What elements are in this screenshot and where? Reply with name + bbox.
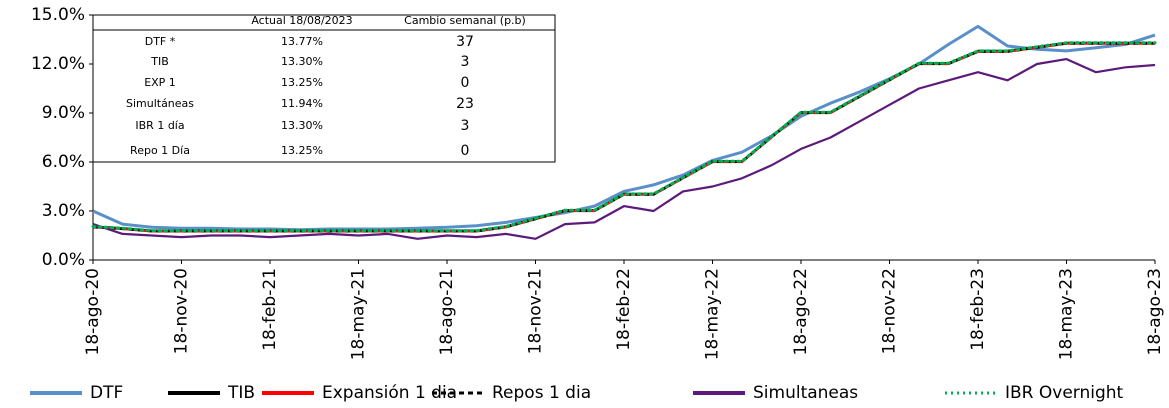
x-tick-label: 18-nov-22: [880, 268, 900, 354]
legend-label: Repos 1 dia: [492, 383, 591, 403]
table-cell: 23: [456, 96, 474, 112]
table-cell: 3: [461, 54, 470, 70]
x-tick-label: 18-ago-20: [83, 268, 103, 355]
x-tick-label: 18-nov-21: [526, 268, 546, 354]
table-cell: IBR 1 día: [135, 119, 184, 132]
table-cell: 3: [461, 118, 470, 134]
table-cell: 0: [461, 75, 470, 91]
y-tick-label: 15.0%: [31, 5, 85, 25]
table-header: Actual 18/08/2023: [251, 14, 352, 27]
y-tick-label: 6.0%: [42, 152, 85, 172]
table-header: Cambio semanal (p.b): [404, 14, 526, 27]
legend-label: TIB: [227, 383, 255, 403]
y-tick-label: 9.0%: [42, 103, 85, 123]
table-cell: 0: [461, 143, 470, 159]
x-tick-label: 18-may-22: [703, 268, 723, 360]
table-box: [92, 14, 556, 163]
x-tick-label: 18-feb-21: [260, 268, 280, 351]
table-cell: 37: [456, 34, 474, 50]
x-tick-label: 18-ago-23: [1145, 268, 1165, 355]
table-cell: DTF *: [145, 35, 176, 48]
x-tick-label: 18-nov-20: [172, 268, 192, 354]
legend-label: Expansión 1 dia: [322, 383, 457, 403]
x-tick-label: 18-may-21: [349, 268, 369, 360]
table-cell: Repo 1 Día: [130, 144, 190, 157]
x-tick-label: 18-ago-22: [791, 268, 811, 355]
legend-label: Simultaneas: [753, 383, 858, 403]
x-tick-label: 18-feb-23: [968, 268, 988, 351]
series-line: [92, 58, 1156, 240]
x-tick-label: 18-ago-21: [437, 268, 457, 355]
legend-label: IBR Overnight: [1005, 383, 1124, 403]
table-cell: 11.94%: [281, 97, 323, 110]
table-cell: 13.30%: [281, 119, 323, 132]
y-tick-label: 3.0%: [42, 201, 85, 221]
legend-label: DTF: [90, 383, 123, 403]
y-tick-label: 12.0%: [31, 54, 85, 74]
table-cell: 13.25%: [281, 144, 323, 157]
table-cell: 13.77%: [281, 35, 323, 48]
x-tick-label: 18-may-23: [1057, 268, 1077, 360]
x-tick-label: 18-feb-22: [614, 268, 634, 351]
series-line: [92, 24, 1156, 232]
table-cell: 13.25%: [281, 76, 323, 89]
series-line: [91, 41, 1157, 233]
table-cell: Simultáneas: [126, 97, 194, 110]
y-tick-label: 0.0%: [42, 250, 85, 270]
table-cell: TIB: [150, 55, 169, 68]
table-cell: 13.30%: [281, 55, 323, 68]
table-cell: EXP 1: [144, 76, 176, 89]
